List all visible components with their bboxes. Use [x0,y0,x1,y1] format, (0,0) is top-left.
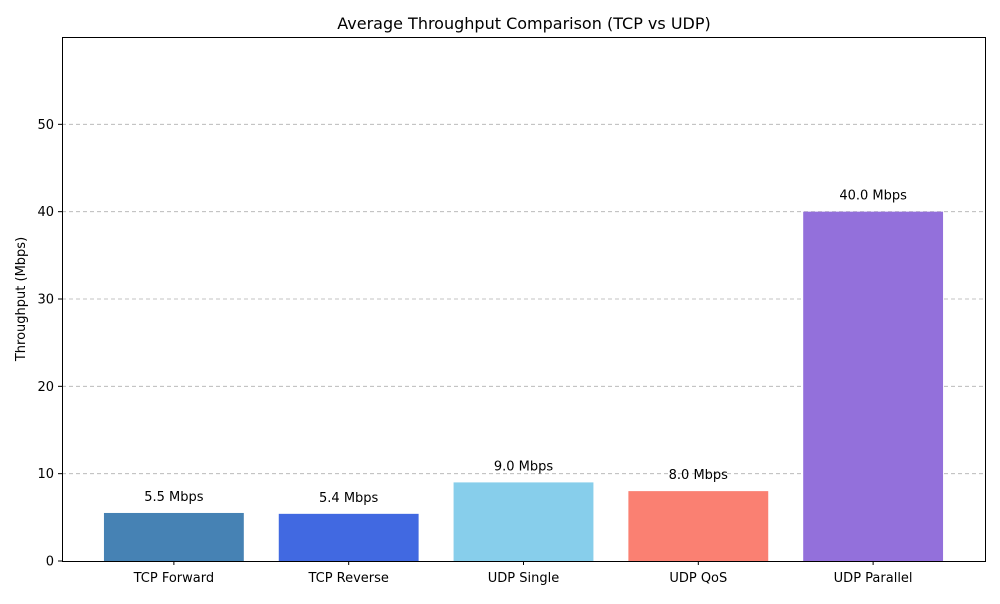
bars [103,211,944,561]
chart-title: Average Throughput Comparison (TCP vs UD… [337,14,711,33]
data-label: 40.0 Mbps [839,189,907,204]
x-tick-label: TCP Reverse [307,571,388,586]
y-tick-label: 30 [37,293,54,308]
x-tick-label: UDP QoS [669,571,727,586]
data-label: 5.5 Mbps [144,490,204,505]
y-tick-label: 10 [37,467,54,482]
x-tick-label: UDP Single [488,571,559,586]
y-tick-label: 20 [37,380,54,395]
data-label: 5.4 Mbps [319,491,379,506]
y-tick-label: 40 [37,205,54,220]
y-tick-label: 50 [37,118,54,133]
y-axis-ticks: 0 10 20 30 40 50 [37,118,62,570]
data-label: 8.0 Mbps [669,468,729,483]
y-tick-label: 0 [46,555,54,570]
bar-tcp-reverse [278,513,419,561]
x-tick-label: TCP Forward [133,571,215,586]
data-labels: 5.5 Mbps 5.4 Mbps 9.0 Mbps 8.0 Mbps 40.0 Mbp… [144,189,907,506]
x-axis-ticks: TCP Forward TCP Reverse UDP Single UDP QoS U… [133,561,913,586]
bar-tcp-forward [103,512,244,561]
bar-udp-parallel [803,211,944,561]
bar-udp-single [453,482,594,561]
data-label: 9.0 Mbps [494,459,554,474]
x-tick-label: UDP Parallel [834,571,913,586]
y-axis-label: Throughput (Mbps) [14,237,29,362]
bar-udp-qos [628,491,769,561]
